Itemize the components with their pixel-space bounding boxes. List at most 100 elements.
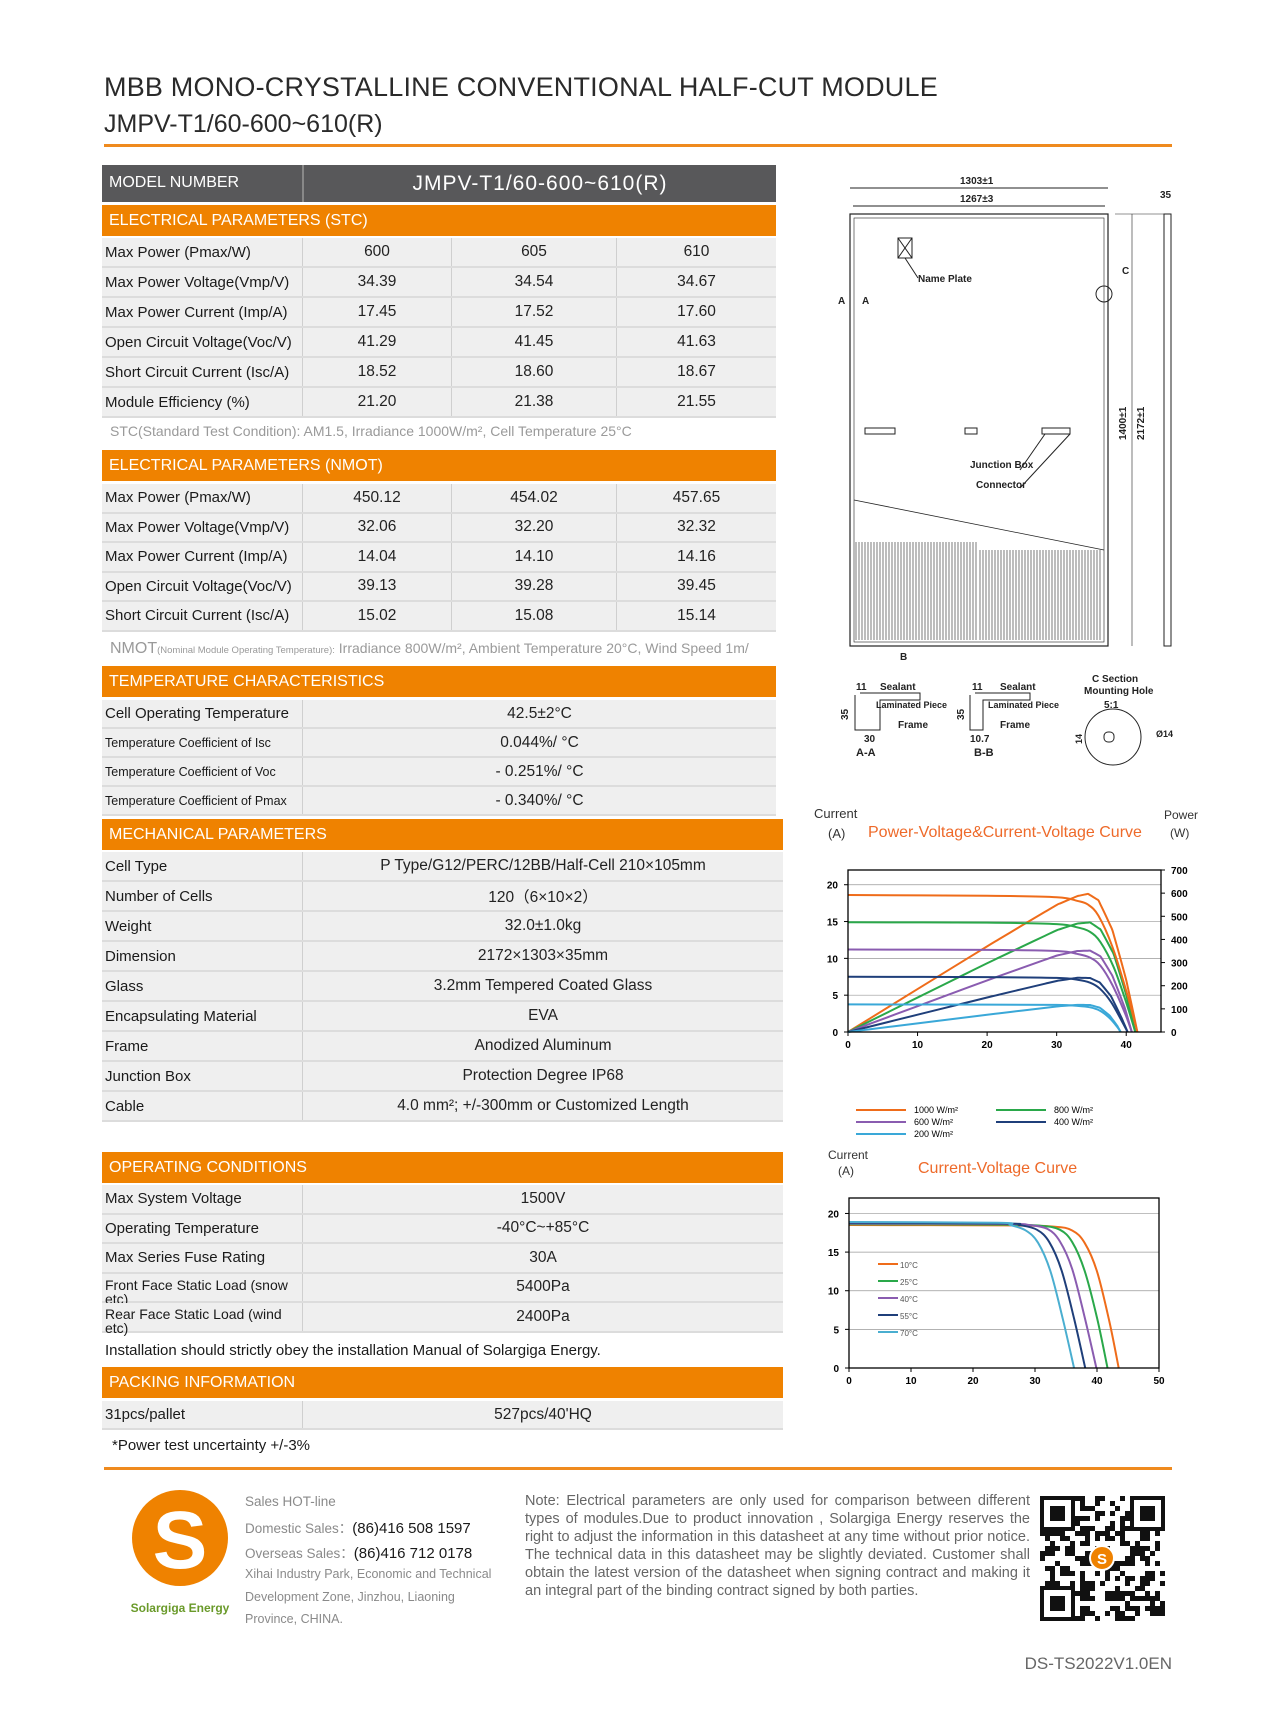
row-label: Temperature Coefficient of Voc [105, 764, 276, 779]
qr-code[interactable]: S [1040, 1496, 1168, 1626]
nmot-row: Max Power Voltage(Vmp/V) 32.06 32.20 32.32 [102, 513, 776, 543]
mechanical-row: Junction Box Protection Degree IP68 [102, 1062, 783, 1092]
legend-label: 600 W/m² [914, 1117, 953, 1127]
row-value: 32.20 [451, 513, 616, 541]
domestic-label: Domestic Sales： [245, 1521, 353, 1536]
row-value: 41.45 [451, 328, 616, 356]
power-curve [847, 892, 1139, 1033]
dim-inner: 1267±3 [960, 194, 994, 205]
c-section-label: C Section [1092, 674, 1138, 685]
temperature-row: Temperature Coefficient of Isc 0.044%/ °C [102, 729, 776, 758]
y-tick-label: 20 [828, 1209, 840, 1220]
laminated-bb: Laminated Piece [988, 700, 1059, 710]
installation-note: Installation should strictly obey the in… [105, 1342, 601, 1359]
aa-label: A-A [856, 747, 876, 759]
row-value: 18.67 [616, 358, 776, 386]
dim-30-aa: 30 [864, 734, 876, 745]
row-value: -40°C~+85°C [302, 1214, 783, 1242]
domestic-sales: Domestic Sales：(86)416 508 1597 [245, 1517, 471, 1538]
y2-tick-label: 300 [1171, 959, 1188, 970]
row-value: 34.54 [451, 268, 616, 296]
mechanical-row: Frame Anodized Aluminum [102, 1032, 783, 1062]
row-label: Glass [105, 977, 144, 995]
cell-grid [853, 499, 1105, 640]
stc-note: STC(Standard Test Condition): AM1.5, Irr… [110, 423, 632, 439]
power-test-note: *Power test uncertainty +/-3% [112, 1437, 311, 1454]
row-label: 31pcs/pallet [105, 1406, 186, 1423]
power-curve [847, 949, 1133, 1033]
y2-tick-label: 500 [1171, 912, 1188, 923]
operating-row: Max System Voltage 1500V [102, 1185, 783, 1215]
operating-row: Max Series Fuse Rating 30A [102, 1244, 783, 1274]
row-label: Max Power Current (Imp/A) [105, 303, 288, 321]
row-label: Front Face Static Load (snow etc) [105, 1276, 288, 1307]
row-label: Operating Temperature [105, 1219, 259, 1237]
overseas-phone: (86)416 712 0178 [353, 1545, 473, 1562]
y2-tick-label: 600 [1171, 889, 1188, 900]
current-curve [848, 1222, 1098, 1369]
row-label: Max Power Current (Imp/A) [105, 548, 288, 566]
current-curve [847, 894, 1139, 1033]
current-curve [847, 921, 1137, 1033]
chart2-title: Current-Voltage Curve [918, 1160, 1078, 1177]
current-curve [847, 1003, 1122, 1033]
x-tick-label: 0 [845, 1040, 851, 1051]
svg-text:S: S [153, 1495, 208, 1586]
row-value: 41.63 [616, 328, 776, 356]
x-tick-label: 20 [967, 1376, 979, 1387]
nmot-note-prefix: NMOT [110, 640, 158, 657]
nmot-note-small: (Nominal Module Operating Temperature): [157, 645, 335, 656]
laminated-aa: Laminated Piece [876, 700, 947, 710]
row-value: 18.60 [451, 358, 616, 386]
temperature-header: TEMPERATURE CHARACTERISTICS [102, 666, 776, 697]
mechanical-row: Cell Type P Type/G12/PERC/12BB/Half-Cell … [102, 852, 783, 882]
dim-11-bb: 11 [972, 682, 983, 693]
row-value: P Type/G12/PERC/12BB/Half-Cell 210×105mm [302, 852, 783, 880]
overseas-sales: Overseas Sales：(86)416 712 0178 [245, 1542, 472, 1563]
row-label: Open Circuit Voltage(Voc/V) [105, 577, 292, 595]
row-value: 32.06 [302, 513, 451, 541]
row-label: Temperature Coefficient of Isc [105, 735, 271, 750]
row-value: EVA [302, 1002, 783, 1030]
row-value: 34.67 [616, 268, 776, 296]
svg-text:S: S [1097, 1551, 1107, 1568]
y-tick-label: 5 [832, 991, 838, 1002]
row-value: 120（6×10×2） [302, 882, 783, 910]
dim-width: 1303±1 [960, 176, 994, 187]
mounting-hole-label: Mounting Hole [1084, 686, 1154, 697]
y-tick-label: 0 [832, 1028, 838, 1039]
model-number-row: MODEL NUMBER JMPV-T1/60-600~610(R) [102, 165, 776, 202]
row-label: Max Power (Pmax/W) [105, 489, 251, 507]
nmot-note: NMOT(Nominal Module Operating Temperatur… [110, 640, 749, 658]
frame-profile-bb [969, 692, 1031, 731]
row-label: Cable [105, 1097, 145, 1115]
mechanical-row: Dimension 2172×1303×35mm [102, 942, 783, 972]
frame-aa: Frame [898, 720, 928, 731]
row-label: Rear Face Static Load (wind etc) [105, 1306, 282, 1336]
mounting-hole-c [1095, 285, 1113, 303]
current-curve [848, 1221, 1087, 1369]
dim-1400: 1400±1 [1118, 406, 1129, 440]
row-value: Anodized Aluminum [302, 1032, 783, 1060]
row-value: 457.65 [616, 484, 776, 512]
chart1-ylabel-unit: (A) [828, 826, 846, 841]
dim-2172: 2172±1 [1136, 406, 1147, 440]
current-curve [847, 975, 1129, 1033]
mechanical-row: Glass 3.2mm Tempered Coated Glass [102, 972, 783, 1002]
section-a-right: A [862, 296, 869, 307]
junction-box-icon [964, 427, 978, 435]
panel-outline [849, 213, 1109, 647]
x-tick-label: 50 [1153, 1376, 1165, 1387]
address-line-3: Province, CHINA. [245, 1612, 343, 1626]
legend-label: 200 W/m² [914, 1129, 953, 1139]
y2-tick-label: 700 [1171, 866, 1188, 877]
legend-label: 1000 W/m² [914, 1105, 958, 1115]
mechanical-row: Weight 32.0±1.0kg [102, 912, 783, 942]
nmot-note-text: Irradiance 800W/m², Ambient Temperature … [334, 640, 749, 656]
y2-tick-label: 0 [1171, 1028, 1177, 1039]
row-label: Encapsulating Material [105, 1007, 257, 1025]
row-label: Cell Type [105, 857, 168, 875]
mechanical-row: Cable 4.0 mm²; +/-300mm or Customized Len… [102, 1092, 783, 1122]
x-tick-label: 10 [912, 1040, 924, 1051]
